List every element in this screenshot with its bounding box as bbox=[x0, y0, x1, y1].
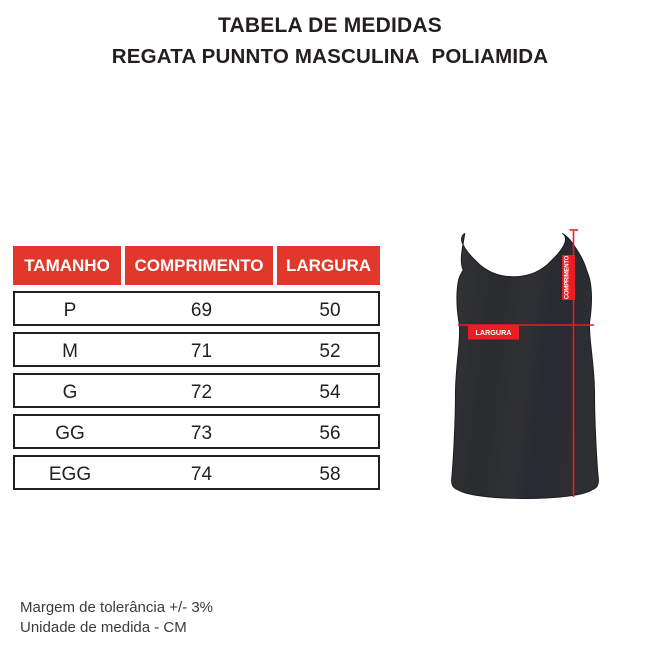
svg-text:COMPRIMENTO: COMPRIMENTO bbox=[565, 255, 571, 299]
svg-text:LARGURA: LARGURA bbox=[476, 328, 512, 337]
